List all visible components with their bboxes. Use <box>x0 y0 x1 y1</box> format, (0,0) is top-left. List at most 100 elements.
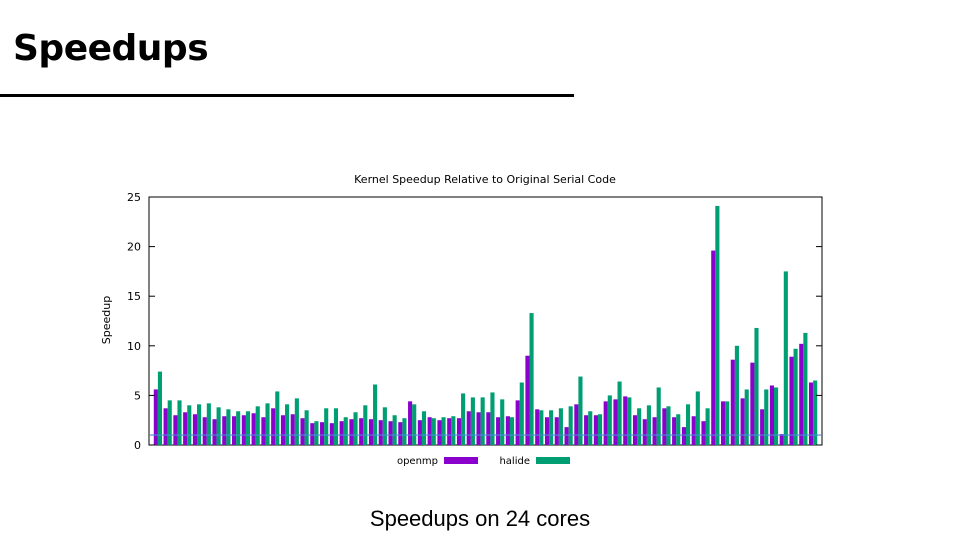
bar-halide <box>480 397 485 445</box>
bar-halide <box>705 408 710 445</box>
bar-halide <box>226 409 231 445</box>
bar-halide <box>666 406 671 445</box>
bar-openmp <box>388 421 393 445</box>
bar-openmp <box>280 415 286 445</box>
bar-halide <box>500 399 505 445</box>
slide-title: Speedups <box>13 28 209 69</box>
bar-halide <box>803 332 808 445</box>
bar-openmp <box>212 419 217 445</box>
bar-openmp <box>310 423 315 445</box>
legend-label-openmp: openmp <box>397 456 438 467</box>
bar-halide <box>529 313 534 445</box>
bar-openmp <box>730 359 735 445</box>
bar-openmp <box>632 415 638 445</box>
bar-openmp <box>681 427 686 445</box>
bar-openmp <box>183 412 188 445</box>
bar-halide <box>265 403 270 445</box>
bar-halide <box>783 271 788 445</box>
bar-halide <box>685 404 691 445</box>
bar-halide <box>695 391 700 445</box>
bar-halide <box>177 400 182 445</box>
bar-openmp <box>251 413 256 445</box>
bar-halide <box>245 411 251 445</box>
bar-halide <box>617 381 622 445</box>
bar-openmp <box>290 414 295 445</box>
bar-halide <box>461 393 466 445</box>
bar-halide <box>754 327 759 445</box>
bar-halide <box>333 408 339 445</box>
bar-halide <box>637 408 642 445</box>
bar-halide <box>597 414 603 445</box>
plot-frame <box>148 196 823 446</box>
y-axis-label: Speedup <box>100 296 113 344</box>
bar-openmp <box>789 356 794 445</box>
bar-openmp <box>515 400 520 445</box>
bar-openmp <box>701 421 706 445</box>
bar-openmp <box>320 422 325 445</box>
bar-halide <box>392 415 397 445</box>
bar-halide <box>549 410 554 445</box>
legend-label-halide: halide <box>499 456 530 467</box>
bar-halide <box>412 404 417 445</box>
chart-title: Kernel Speedup Relative to Original Seri… <box>354 173 616 186</box>
bar-openmp <box>241 415 246 445</box>
bar-openmp <box>809 382 814 445</box>
bar-halide <box>363 405 368 445</box>
bar-halide <box>764 389 769 445</box>
bar-openmp <box>398 422 403 445</box>
title-underline <box>0 94 574 97</box>
bar-openmp <box>593 415 598 445</box>
bar-openmp <box>486 412 491 445</box>
bar-openmp <box>505 416 510 445</box>
bar-openmp <box>720 401 726 445</box>
bar-halide <box>187 405 192 445</box>
bar-halide <box>441 417 446 445</box>
bar-openmp <box>476 412 481 445</box>
bar-openmp <box>574 404 579 445</box>
bar-halide <box>167 400 172 445</box>
y-ticks-group: 0 5 10 15 20 25 <box>127 191 822 452</box>
slide-caption: Speedups on 24 cores <box>369 506 591 531</box>
bar-openmp <box>447 418 452 445</box>
bar-halide <box>793 348 798 445</box>
y-tick-label: 10 <box>127 340 141 353</box>
bar-halide <box>734 345 739 445</box>
y-tick-label: 15 <box>127 290 141 303</box>
bar-openmp <box>417 420 422 445</box>
bar-halide <box>607 395 612 445</box>
bar-openmp <box>535 409 540 445</box>
bar-openmp <box>584 415 589 445</box>
legend: openmp halide <box>397 456 570 467</box>
bar-halide <box>676 414 681 445</box>
bar-halide <box>324 408 329 445</box>
bar-halide <box>285 404 290 445</box>
bar-halide <box>539 410 544 445</box>
bar-openmp <box>456 418 462 445</box>
bar-halide <box>353 412 358 445</box>
bar-halide <box>725 401 730 445</box>
bar-halide <box>558 408 563 445</box>
bar-openmp <box>192 414 198 445</box>
bar-openmp <box>466 411 471 445</box>
bar-openmp <box>163 408 168 445</box>
bar-halide <box>715 205 720 445</box>
bar-openmp <box>544 417 550 445</box>
bar-halide <box>744 389 749 445</box>
bar-openmp <box>613 399 618 445</box>
bar-openmp <box>525 355 530 445</box>
bar-halide <box>373 384 378 445</box>
bar-halide <box>343 417 348 445</box>
bar-openmp <box>691 416 696 445</box>
bar-halide <box>304 410 309 445</box>
bar-halide <box>206 403 211 445</box>
bar-openmp <box>779 434 784 445</box>
bar-openmp <box>329 423 334 445</box>
legend-swatch-openmp <box>444 457 478 464</box>
bar-halide <box>294 398 299 445</box>
bar-halide <box>568 406 573 445</box>
bar-halide <box>157 371 162 445</box>
bar-openmp <box>437 420 442 445</box>
bar-openmp <box>300 418 305 445</box>
bar-halide <box>421 411 427 445</box>
